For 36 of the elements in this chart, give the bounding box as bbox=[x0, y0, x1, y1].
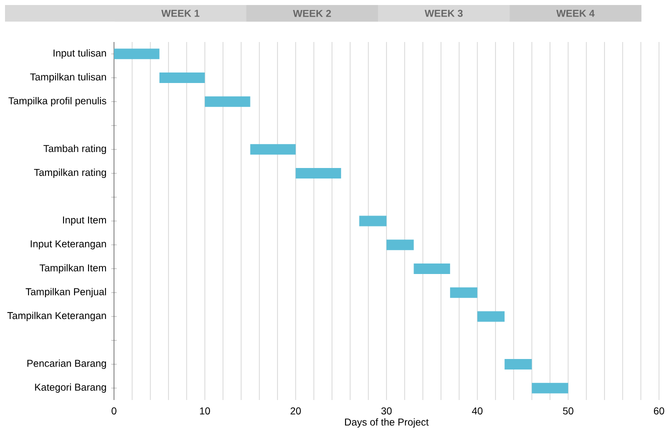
x-tick-label: 50 bbox=[563, 407, 574, 414]
bar bbox=[450, 287, 478, 298]
x-tick-label: 10 bbox=[200, 407, 210, 414]
y-tick-label: Tampilkan Item bbox=[40, 264, 106, 274]
bar bbox=[250, 144, 296, 155]
y-tick-label: Tampilkan Penjual bbox=[26, 288, 106, 298]
y-tick-label: Tampilka profil penulis bbox=[8, 97, 106, 106]
bar bbox=[296, 168, 342, 179]
text: WEEK 4 bbox=[556, 10, 595, 17]
x-tick-label: 30 bbox=[381, 407, 392, 414]
text: WEEK 1 bbox=[161, 10, 200, 17]
text: WEEK 2 bbox=[292, 10, 331, 17]
bar bbox=[159, 72, 205, 84]
y-tick-label: Input Item bbox=[63, 216, 106, 226]
x-tick-label: 60 bbox=[654, 407, 664, 414]
bar bbox=[204, 96, 250, 107]
bar bbox=[504, 358, 532, 370]
y-tick-label: Tampilkan tulisan bbox=[30, 73, 106, 82]
y-tick-label: Input Keterangan bbox=[30, 240, 106, 250]
y-tick-label: Input tulisan bbox=[54, 49, 106, 59]
y-tick-label: Tampilkan rating bbox=[34, 168, 106, 178]
bar bbox=[414, 263, 450, 274]
y-tick-label: Kategori Barang bbox=[35, 383, 106, 393]
bar bbox=[532, 382, 568, 394]
x-tick-label: 0 bbox=[112, 407, 116, 414]
x-axis-title: Days of the Project bbox=[345, 418, 429, 428]
x-tick-label: 20 bbox=[290, 407, 301, 414]
bar bbox=[114, 48, 160, 60]
y-tick-label: Tampilkan Keterangan bbox=[7, 312, 106, 322]
text: WEEK 3 bbox=[424, 10, 463, 17]
bar bbox=[386, 240, 414, 250]
y-tick-label: Pencarian Barang bbox=[27, 360, 106, 369]
y-tick-label: Tambah rating bbox=[43, 144, 106, 154]
x-tick-label: 40 bbox=[472, 407, 482, 414]
bar bbox=[359, 216, 387, 226]
bar bbox=[477, 311, 505, 322]
